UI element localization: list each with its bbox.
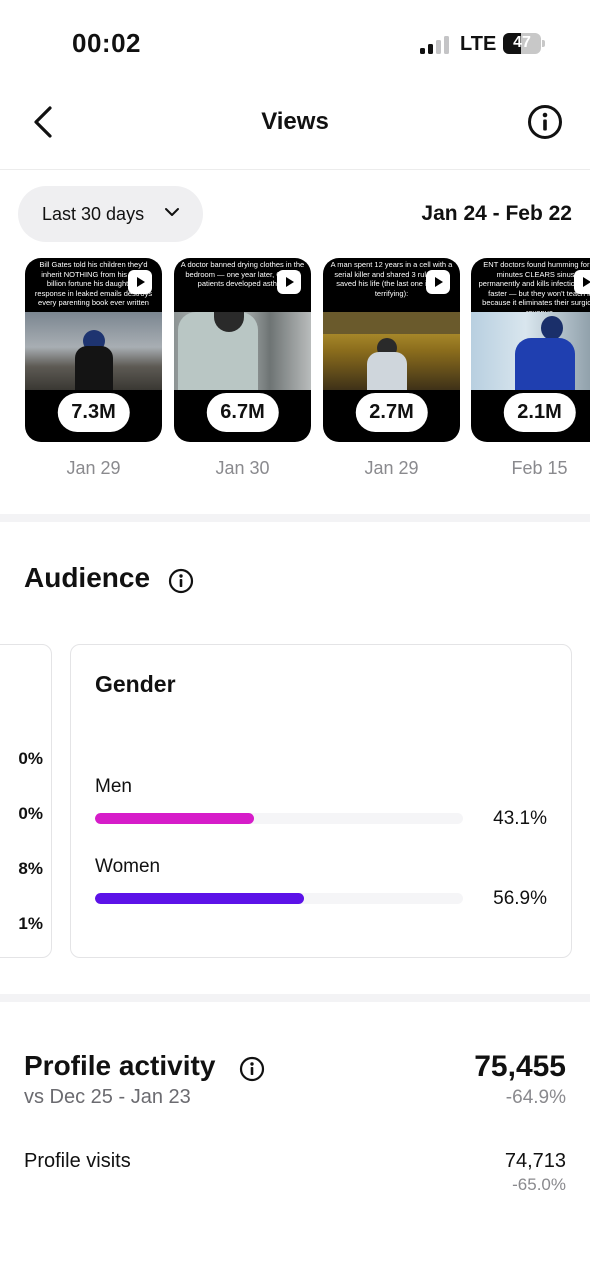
gender-value-men: 43.1% [493, 808, 547, 829]
reel-thumbnail[interactable]: ENT doctors found humming for 2 minutes … [471, 258, 590, 442]
page-title: Views [261, 108, 329, 135]
content-item[interactable]: A man spent 12 years in a cell with a se… [323, 258, 460, 479]
battery-cap [542, 40, 545, 47]
reel-caption: Bill Gates told his children they'd inhe… [34, 260, 153, 307]
reel-caption: A man spent 12 years in a cell with a se… [330, 260, 453, 298]
gender-bar-women [95, 893, 305, 904]
info-icon [239, 1056, 265, 1082]
reel-thumbnail[interactable]: Bill Gates told his children they'd inhe… [25, 258, 162, 442]
status-bar: 00:02 LTE 47 [0, 0, 590, 80]
reel-views-badge: 7.3M [57, 393, 130, 432]
date-range-dropdown[interactable]: Last 30 days [18, 186, 203, 242]
reel-icon [426, 270, 450, 294]
date-range-label: Last 30 days [42, 204, 145, 224]
profile-activity-info-button[interactable] [239, 1056, 265, 1082]
reel-date: Feb 15 [511, 458, 568, 478]
battery-level: 47 [513, 34, 531, 51]
profile-activity-total: 75,455 [474, 1050, 566, 1083]
back-button[interactable] [28, 102, 60, 142]
signal-bar [420, 48, 425, 54]
info-button[interactable] [527, 104, 563, 140]
battery-fill [503, 33, 521, 54]
reel-views-badge: 2.7M [355, 393, 428, 432]
reel-icon [277, 270, 301, 294]
reel-icon [128, 270, 152, 294]
reel-thumbnail[interactable]: A doctor banned drying clothes in the be… [174, 258, 311, 442]
content-item[interactable]: A doctor banned drying clothes in the be… [174, 258, 311, 479]
profile-visits-value: 74,713 [504, 1150, 566, 1172]
reel-icon [574, 270, 590, 294]
reel-photo [25, 312, 162, 390]
audience-title: Audience [24, 562, 151, 593]
reel-caption: A doctor banned drying clothes in the be… [180, 260, 305, 288]
age-value: 8% [18, 859, 43, 878]
section-divider [0, 514, 590, 522]
reel-views-badge: 2.1M [503, 393, 576, 432]
gender-label-men: Men [95, 776, 132, 797]
age-value: 1% [18, 914, 43, 933]
status-time: 00:02 [72, 28, 141, 58]
signal-bar [444, 36, 449, 54]
signal-bar [436, 40, 441, 54]
gender-bar-track [95, 893, 463, 904]
reel-views-badge: 6.7M [206, 393, 279, 432]
profile-visits-label: Profile visits [24, 1150, 131, 1172]
battery-icon: 47 [503, 33, 541, 54]
gender-card[interactable]: Gender Men 43.1% Women 56.9% [70, 644, 572, 958]
profile-activity-change: -64.9% [505, 1087, 566, 1108]
content-item[interactable]: ENT doctors found humming for 2 minutes … [471, 258, 590, 479]
signal-strength-icon [420, 34, 452, 54]
reel-photo [174, 312, 311, 390]
age-card[interactable]: 0% 0% 8% 1% [0, 644, 52, 958]
profile-activity-title: Profile activity [24, 1050, 216, 1081]
gender-bar-men [95, 813, 254, 824]
info-icon [168, 568, 194, 594]
reel-photo [323, 312, 460, 390]
audience-info-button[interactable] [168, 568, 194, 594]
date-range-text: Jan 24 - Feb 22 [421, 202, 572, 225]
network-type: LTE [460, 33, 497, 55]
reel-date: Jan 29 [66, 458, 121, 478]
gender-title: Gender [95, 671, 176, 697]
age-value: 0% [18, 804, 43, 823]
chevron-down-icon [165, 208, 179, 216]
reel-date: Jan 29 [364, 458, 419, 478]
reel-thumbnail[interactable]: A man spent 12 years in a cell with a se… [323, 258, 460, 442]
age-value: 0% [18, 749, 43, 768]
reel-photo [471, 312, 590, 390]
profile-visits-change: -65.0% [512, 1175, 566, 1194]
gender-label-women: Women [95, 856, 161, 877]
comparison-period: vs Dec 25 - Jan 23 [24, 1086, 191, 1108]
reel-date: Jan 30 [215, 458, 270, 478]
gender-value-women: 56.9% [493, 888, 547, 909]
signal-bar [428, 44, 433, 54]
content-item[interactable]: Bill Gates told his children they'd inhe… [25, 258, 162, 479]
chevron-left-icon [34, 106, 52, 138]
section-divider [0, 994, 590, 1002]
info-icon [528, 105, 562, 139]
nav-header: Views [0, 80, 590, 170]
top-content-carousel[interactable]: Bill Gates told his children they'd inhe… [0, 258, 590, 488]
gender-bar-track [95, 813, 463, 824]
